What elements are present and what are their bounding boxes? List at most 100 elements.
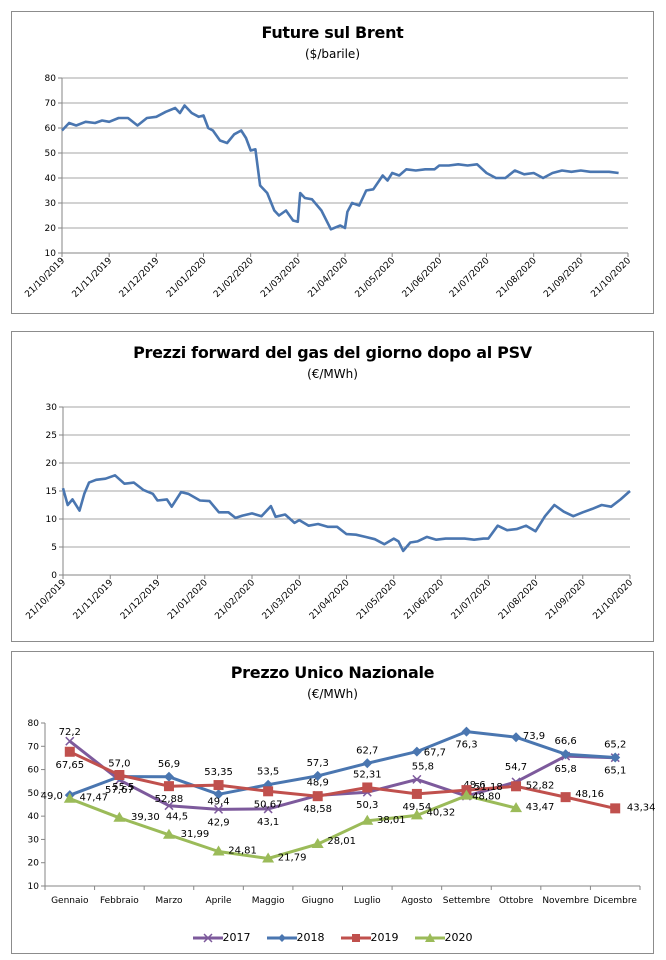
y-tick-label: 25 (46, 431, 57, 441)
data-label-2017: 42,9 (207, 817, 229, 828)
data-point-2019 (511, 781, 522, 792)
y-tick-label: 60 (28, 766, 40, 776)
x-tick-label: 21/10/2019 (23, 256, 67, 300)
series-line-2019 (69, 750, 616, 810)
data-point-2020 (510, 802, 523, 813)
data-label-2019: 57,67 (105, 785, 134, 796)
data-label-2019: 49,54 (403, 802, 432, 813)
data-point-2018 (411, 746, 422, 757)
data-point-2020 (212, 845, 225, 856)
x-tick-label: Maggio (252, 896, 285, 906)
x-tick-label: 21/05/2020 (355, 578, 399, 622)
y-tick-label: 80 (28, 719, 40, 729)
data-label-2020: 28,01 (327, 836, 356, 847)
data-label-2018: 49,4 (207, 796, 229, 807)
x-tick-label: 21/03/2020 (261, 578, 305, 622)
data-point-2020 (361, 814, 374, 825)
series-line-psv (61, 473, 631, 553)
data-point-2019 (163, 781, 174, 792)
data-label-2017: 55,8 (412, 761, 434, 772)
data-point-2018 (560, 749, 571, 760)
legend-swatch-diamond-icon (266, 933, 297, 942)
y-tick-label: 0 (51, 571, 57, 581)
x-tick-label: Giugno (302, 896, 335, 906)
x-tick-label: 21/03/2020 (259, 256, 303, 300)
data-label-2018: 62,7 (356, 745, 378, 756)
data-label-2018: 67,7 (424, 748, 446, 759)
data-point-2017 (214, 804, 224, 814)
x-tick-label: Dicembre (593, 896, 637, 906)
x-tick-label: Gennaio (51, 896, 89, 906)
data-label-2018: 49,0 (41, 791, 63, 802)
chart-panel-gas: Prezzi forward del gas del giorno dopo a… (11, 331, 654, 642)
y-tick-label: 10 (46, 515, 58, 525)
legend-label: 2019 (370, 931, 399, 944)
data-label-2018: 57,3 (307, 758, 329, 769)
data-point-2017 (164, 801, 174, 811)
data-label-2018: 73,9 (523, 731, 545, 742)
series-2020: 47,47 39,30 31,99 24,81 21,79 28,01 38,01 40,32… (63, 789, 555, 864)
data-label-2017: 72,2 (59, 727, 81, 738)
x-tick-label: Febbraio (100, 896, 139, 906)
legend-item-2020: 2020 (414, 931, 473, 944)
chart-title: Prezzi forward del gas del giorno dopo a… (133, 343, 532, 362)
x-tick-label: 21/06/2020 (402, 578, 446, 622)
data-label-2019: 52,88 (155, 794, 184, 805)
x-tick-label: 21/07/2020 (448, 256, 492, 300)
y-tick-label: 40 (28, 812, 40, 822)
data-point-2019 (213, 780, 224, 791)
data-label-2017: 65,1 (604, 766, 626, 777)
data-label-2020: 43,47 (526, 802, 555, 813)
data-point-2019 (362, 782, 373, 793)
y-tick-label: 5 (51, 543, 57, 553)
x-tick-label: 21/08/2020 (495, 256, 539, 300)
series-2018: 49,0 57,0 56,9 49,4 53,5 57,3 62,7 67,7 76,3 73,9… (41, 726, 626, 807)
legend-swatch-triangle-icon (414, 932, 445, 942)
data-label-2018: 56,9 (158, 759, 180, 770)
data-point-2018 (213, 789, 224, 800)
data-label-2019: 43,34 (627, 802, 656, 813)
chart-pun: 10 20 30 40 50 60 70 80 Gennaio Febbraio Marzo Apri… (28, 719, 656, 906)
x-tick-label: 21/01/2020 (165, 256, 209, 300)
legend-label: 2017 (222, 931, 251, 944)
x-tick-label: 21/10/2020 (589, 256, 633, 300)
data-label-2017: 54,7 (505, 762, 527, 773)
x-tick-label: 21/07/2020 (450, 578, 494, 622)
legend-item-2017: 2017 (192, 931, 251, 944)
data-label-2018: 53,5 (257, 767, 279, 778)
data-point-2017 (65, 736, 75, 746)
data-label-2018: 66,6 (554, 736, 576, 747)
data-label-2020: 40,32 (427, 807, 456, 818)
x-tick-label: Aprile (205, 896, 232, 906)
data-point-2019 (560, 792, 571, 803)
x-tick-label: Novembre (542, 896, 589, 906)
y-tick-label: 30 (46, 403, 58, 413)
data-point-2019 (263, 786, 274, 797)
data-label-2017: 48,6 (463, 780, 485, 791)
x-tick-label: 21/04/2020 (306, 256, 350, 300)
y-tick-label: 60 (45, 124, 57, 134)
legend-label: 2018 (296, 931, 325, 944)
x-tick-label: 21/04/2020 (308, 578, 352, 622)
y-tick-label: 10 (45, 249, 57, 259)
data-label-2017: 65,8 (554, 764, 576, 775)
legend-item-2018: 2018 (266, 931, 325, 944)
legend-item-2019: 2019 (340, 931, 399, 944)
data-point-2018 (312, 770, 323, 781)
data-label-2020: 48,80 (472, 792, 501, 803)
data-label-2020: 47,47 (79, 793, 108, 804)
x-tick-label: 21/11/2019 (71, 256, 115, 300)
x-tick-label: 21/11/2019 (72, 578, 116, 622)
chart-subtitle: (€/MWh) (307, 687, 358, 701)
y-tick-label: 40 (45, 174, 57, 184)
data-point-2020 (113, 811, 126, 822)
y-tick-label: 50 (45, 149, 57, 159)
y-tick-label: 20 (46, 459, 58, 469)
data-label-2020: 38,01 (377, 815, 406, 826)
series-line-brent (61, 104, 619, 231)
x-tick-label: 21/08/2020 (497, 578, 541, 622)
x-tick-label: 21/09/2020 (542, 256, 586, 300)
x-tick-label: 21/09/2020 (544, 578, 588, 622)
chart-title: Future sul Brent (261, 23, 404, 42)
data-label-2019: 50,67 (254, 799, 283, 810)
